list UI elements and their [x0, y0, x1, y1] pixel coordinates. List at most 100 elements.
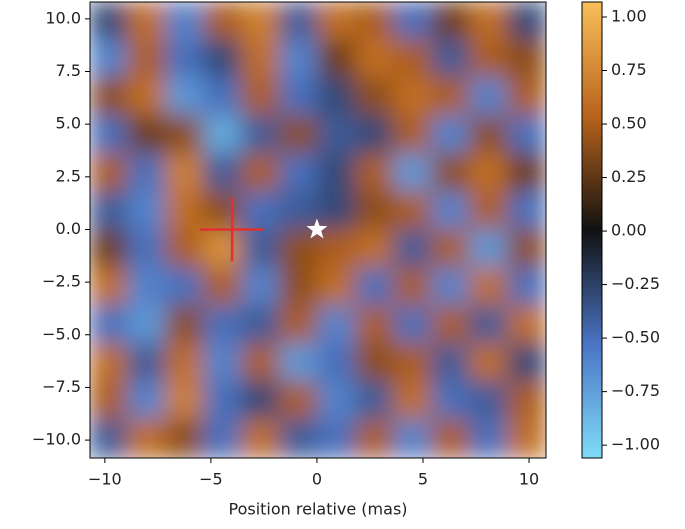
heatmap-cell [317, 39, 357, 79]
colorbar-tick-label: 0.50 [611, 114, 647, 133]
heatmap-cell [317, 343, 357, 383]
heatmap-cell [469, 115, 509, 155]
heatmap-cell [203, 305, 243, 345]
heatmap-cell [469, 191, 509, 231]
heatmap-cell [165, 419, 205, 458]
heatmap-cell [241, 267, 281, 307]
heatmap-cell [393, 343, 433, 383]
heatmap-cell [393, 419, 433, 458]
heatmap-cell [355, 343, 395, 383]
heatmap-cell [127, 39, 167, 79]
heatmap-cell [279, 419, 319, 458]
heatmap-cell [317, 419, 357, 458]
heatmap-cell [507, 419, 546, 458]
heatmap-cell [355, 191, 395, 231]
heatmap-cell [317, 229, 357, 269]
heatmap-cell [279, 343, 319, 383]
heatmap-cell [507, 381, 546, 421]
cross-marker [200, 197, 265, 262]
heatmap-cell [507, 267, 546, 307]
heatmap-cell [203, 39, 243, 79]
heatmap-cell [317, 77, 357, 117]
heatmap-cell [279, 305, 319, 345]
heatmap-cell [507, 343, 546, 383]
heatmap-cell [431, 229, 471, 269]
heatmap-cell [279, 191, 319, 231]
heatmap-cell [393, 77, 433, 117]
heatmap-cell [203, 381, 243, 421]
heatmap-cell [90, 77, 129, 117]
heatmap-cell [127, 305, 167, 345]
heatmap-cell [469, 419, 509, 458]
heatmap-cell [203, 267, 243, 307]
heatmap-cell [393, 381, 433, 421]
colorbar [581, 1, 603, 459]
heatmap-cell [241, 39, 281, 79]
heatmap-cell [90, 229, 129, 269]
heatmap-cell [165, 77, 205, 117]
heatmap-cell [203, 343, 243, 383]
heatmap-cell [90, 115, 129, 155]
colorbar-tick-label: 0.00 [611, 221, 647, 240]
x-axis-label: Position relative (mas) [228, 500, 407, 519]
heatmap-cell [241, 153, 281, 193]
colorbar-tick-label: 0.75 [611, 60, 647, 79]
heatmap-cell [317, 2, 357, 41]
heatmap-cell [165, 2, 205, 41]
heatmap-cell [431, 343, 471, 383]
heatmap-cell [203, 419, 243, 458]
heatmap-cell [393, 2, 433, 41]
heatmap-cell [203, 77, 243, 117]
colorbar-tick-label: −1.00 [611, 435, 660, 454]
heatmap-cell [355, 229, 395, 269]
heatmap-cell [431, 2, 471, 41]
heatmap [90, 2, 546, 458]
heatmap-cell [165, 305, 205, 345]
plot-frame [89, 1, 547, 459]
heatmap-cell [507, 153, 546, 193]
heatmap-cell [165, 267, 205, 307]
heatmap-cell [165, 381, 205, 421]
heatmap-cell [469, 153, 509, 193]
heatmap-cell [127, 2, 167, 41]
heatmap-cell [507, 2, 546, 41]
heatmap-cell [507, 305, 546, 345]
heatmap-cell [393, 229, 433, 269]
heatmap-cell [469, 305, 509, 345]
heatmap-cell [469, 229, 509, 269]
heatmap-cell [241, 343, 281, 383]
heatmap-cell [355, 115, 395, 155]
heatmap-cell [127, 115, 167, 155]
heatmap-cell [355, 381, 395, 421]
heatmap-cell [241, 191, 281, 231]
y-tick-label: 2.5 [56, 166, 81, 185]
heatmap-cell [507, 229, 546, 269]
heatmap-cell [317, 305, 357, 345]
heatmap-cell [431, 419, 471, 458]
heatmap-cell [90, 305, 129, 345]
heatmap-cell [127, 381, 167, 421]
heatmap-cell [279, 381, 319, 421]
heatmap-cell [165, 191, 205, 231]
y-tick-label: −2.5 [42, 272, 81, 291]
heatmap-cell [393, 115, 433, 155]
heatmap-cell [241, 229, 281, 269]
y-tick-label: 7.5 [56, 61, 81, 80]
colorbar-tick-label: 0.25 [611, 167, 647, 186]
heatmap-cell [90, 39, 129, 79]
heatmap-cell [241, 77, 281, 117]
heatmap-cell [90, 419, 129, 458]
x-tick-label: 5 [418, 470, 428, 489]
heatmap-cell [165, 343, 205, 383]
heatmap-cell [355, 305, 395, 345]
heatmap-cell [317, 267, 357, 307]
heatmap-cell [165, 153, 205, 193]
heatmap-cell [203, 115, 243, 155]
heatmap-cell [165, 115, 205, 155]
heatmap-cell [317, 381, 357, 421]
heatmap-cell [431, 115, 471, 155]
heatmap-cell [507, 115, 546, 155]
heatmap-cell [469, 381, 509, 421]
colorbar-tick-label: −0.25 [611, 274, 660, 293]
heatmap-cell [431, 267, 471, 307]
